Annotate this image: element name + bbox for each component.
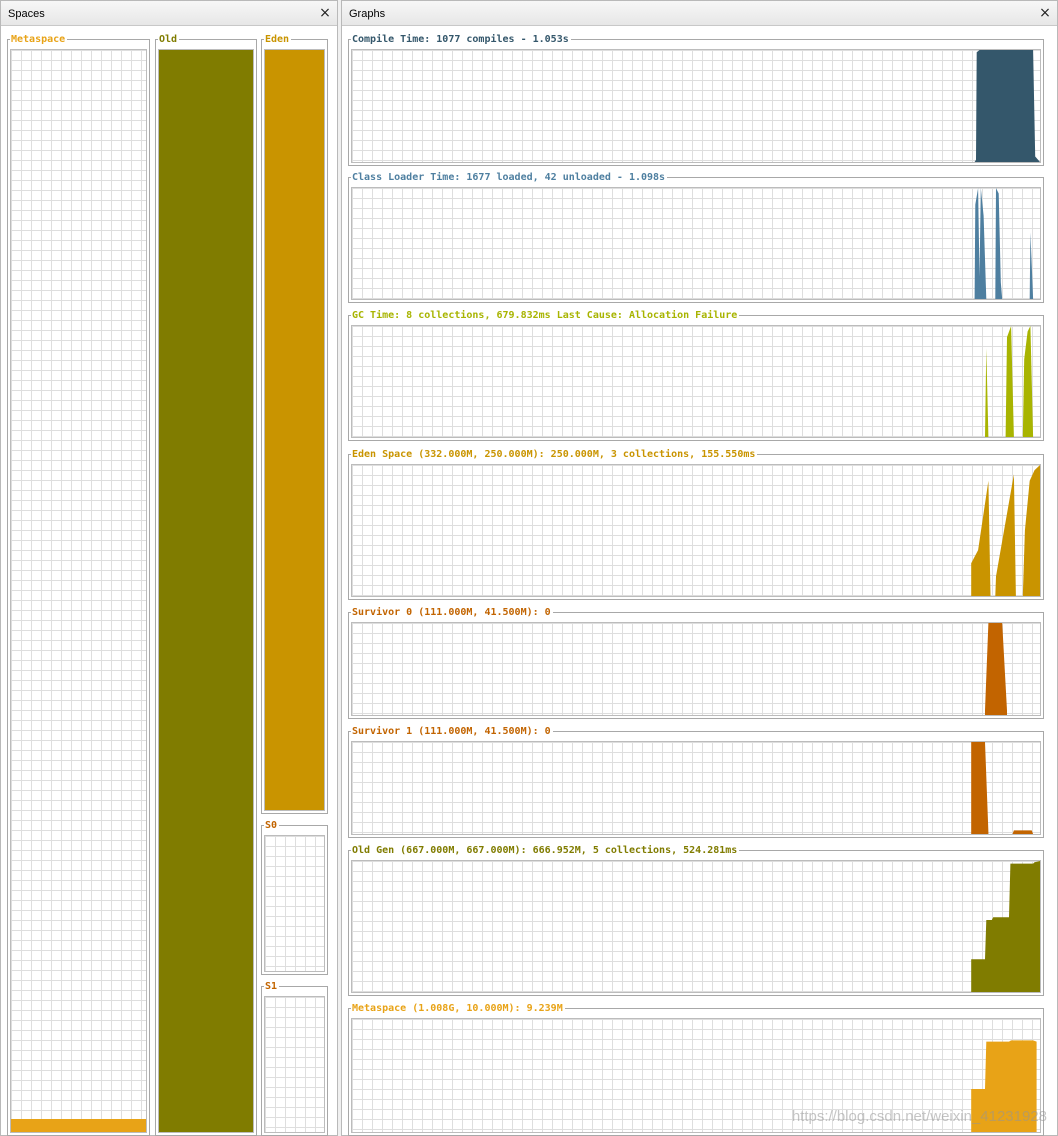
- metaspace-graph-graph-label: Metaspace (1.008G, 10.000M): 9.239M: [351, 1002, 565, 1015]
- s0-space-label: S0: [264, 819, 280, 832]
- old-space-fill: [159, 50, 253, 1132]
- compile-time-plot: [974, 50, 1040, 162]
- s1-space-grid: [264, 996, 325, 1133]
- old-space-label: Old: [158, 33, 180, 46]
- class-loader-time-graph: Class Loader Time: 1677 loaded, 42 unloa…: [348, 171, 1044, 303]
- eden-space: Eden: [261, 33, 328, 814]
- old-space: Old: [155, 33, 257, 1136]
- gc-time-graph-label: GC Time: 8 collections, 679.832ms Last C…: [351, 309, 740, 322]
- metaspace-graph-graph-grid: [351, 1018, 1041, 1133]
- spaces-titlebar: Spaces ×: [1, 1, 337, 26]
- metaspace-space: Metaspace: [7, 33, 150, 1136]
- gc-time-area: [985, 326, 1034, 437]
- compile-time-graph: Compile Time: 1077 compiles - 1.053s: [348, 33, 1044, 166]
- s0-space: S0: [261, 819, 328, 975]
- spaces-panel: Spaces × Metaspace Old Eden S0 S1: [0, 0, 338, 1136]
- old-space-grid: [158, 49, 254, 1133]
- eden-space-plot: [971, 465, 1040, 596]
- class-loader-time-graph-grid: [351, 187, 1041, 300]
- gc-time-graph-grid: [351, 325, 1041, 438]
- s1-space: S1: [261, 980, 328, 1136]
- watermark: https://blog.csdn.net/weixin_41231928: [791, 1108, 1047, 1125]
- eden-space-area: [971, 465, 1040, 596]
- s0-space-grid: [264, 835, 325, 972]
- metaspace-graph-graph: Metaspace (1.008G, 10.000M): 9.239M: [348, 1002, 1044, 1136]
- survivor-0-graph: Survivor 0 (111.000M, 41.500M): 0: [348, 606, 1044, 719]
- survivor-1-graph-label: Survivor 1 (111.000M, 41.500M): 0: [351, 725, 553, 738]
- old-gen-graph: Old Gen (667.000M, 667.000M): 666.952M, …: [348, 844, 1044, 996]
- compile-time-graph-grid: [351, 49, 1041, 163]
- metaspace-space-fill: [11, 1119, 146, 1132]
- spaces-title: Spaces: [8, 8, 45, 20]
- old-gen-graph-label: Old Gen (667.000M, 667.000M): 666.952M, …: [351, 844, 740, 857]
- graphs-title: Graphs: [349, 8, 386, 20]
- metaspace-space-grid: [10, 49, 147, 1133]
- survivor-0-graph-label: Survivor 0 (111.000M, 41.500M): 0: [351, 606, 553, 619]
- old-gen-graph-grid: [351, 860, 1041, 993]
- eden-space-label: Eden: [264, 33, 292, 46]
- class-loader-time-graph-label: Class Loader Time: 1677 loaded, 42 unloa…: [351, 171, 668, 184]
- compile-time-graph-label: Compile Time: 1077 compiles - 1.053s: [351, 33, 571, 46]
- s1-space-label: S1: [264, 980, 280, 993]
- old-gen-plot: [971, 861, 1040, 992]
- eden-space-fill: [265, 50, 324, 810]
- eden-space-graph-grid: [351, 464, 1041, 597]
- class-loader-time-area: [974, 188, 1034, 299]
- metaspace-graph-plot: [971, 1040, 1037, 1132]
- class-loader-time-plot: [974, 188, 1034, 299]
- compile-time-area: [974, 50, 1040, 162]
- survivor-1-graph: Survivor 1 (111.000M, 41.500M): 0: [348, 725, 1044, 838]
- close-icon[interactable]: ×: [1039, 5, 1051, 21]
- survivor-1-plot: [971, 742, 1034, 834]
- eden-space-graph: Eden Space (332.000M, 250.000M): 250.000…: [348, 448, 1044, 600]
- eden-space-graph-label: Eden Space (332.000M, 250.000M): 250.000…: [351, 448, 758, 461]
- survivor-1-area: [971, 742, 1034, 834]
- gc-time-graph: GC Time: 8 collections, 679.832ms Last C…: [348, 309, 1044, 441]
- survivor-1-graph-grid: [351, 741, 1041, 835]
- survivor-0-graph-grid: [351, 622, 1041, 716]
- old-gen-area: [971, 861, 1040, 992]
- metaspace-space-label: Metaspace: [10, 33, 68, 46]
- survivor-0-plot: [985, 623, 1007, 715]
- graphs-panel: Graphs × Compile Time: 1077 compiles - 1…: [341, 0, 1058, 1136]
- graphs-titlebar: Graphs ×: [342, 1, 1057, 26]
- eden-space-grid: [264, 49, 325, 811]
- metaspace-graph-area: [971, 1040, 1037, 1132]
- close-icon[interactable]: ×: [319, 5, 331, 21]
- gc-time-plot: [985, 326, 1034, 437]
- survivor-0-area: [985, 623, 1007, 715]
